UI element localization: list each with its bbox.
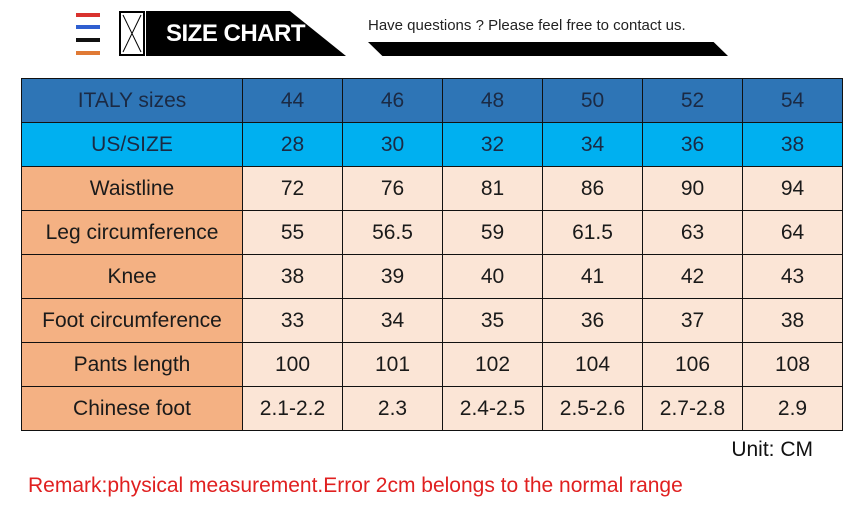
- table-cell: 61.5: [542, 210, 643, 255]
- table-cell: 52: [642, 78, 743, 123]
- row-label: Pants length: [21, 342, 243, 387]
- row-label: Leg circumference: [21, 210, 243, 255]
- table-cell: 106: [642, 342, 743, 387]
- table-cell: 30: [342, 122, 443, 167]
- table-cell: 108: [742, 342, 843, 387]
- table-cell: 48: [442, 78, 543, 123]
- cross-box-icon: [119, 11, 145, 56]
- flag-stripe-blue: [76, 25, 100, 29]
- row-label: Foot circumference: [21, 298, 243, 343]
- table-row: Leg circumference 55 56.5 59 61.5 63 64: [21, 210, 843, 255]
- table-cell: 2.7-2.8: [642, 386, 743, 431]
- row-label: US/SIZE: [21, 122, 243, 167]
- table-cell: 32: [442, 122, 543, 167]
- table-cell: 42: [642, 254, 743, 299]
- row-label: Chinese foot: [21, 386, 243, 431]
- flag-stripe-orange: [76, 51, 100, 55]
- table-cell: 102: [442, 342, 543, 387]
- table-cell: 104: [542, 342, 643, 387]
- table-row: Pants length 100 101 102 104 106 108: [21, 342, 843, 387]
- table-cell: 54: [742, 78, 843, 123]
- table-cell: 40: [442, 254, 543, 299]
- table-cell: 36: [642, 122, 743, 167]
- table-cell: 64: [742, 210, 843, 255]
- table-cell: 46: [342, 78, 443, 123]
- table-cell: 39: [342, 254, 443, 299]
- table-cell: 43: [742, 254, 843, 299]
- table-cell: 90: [642, 166, 743, 211]
- table-row: Chinese foot 2.1-2.2 2.3 2.4-2.5 2.5-2.6 2.7-…: [21, 386, 843, 431]
- row-label: Waistline: [21, 166, 243, 211]
- table-cell: 34: [542, 122, 643, 167]
- table-cell: 35: [442, 298, 543, 343]
- table-row: Waistline 72 76 81 86 90 94: [21, 166, 843, 211]
- table-cell: 2.5-2.6: [542, 386, 643, 431]
- table-cell: 81: [442, 166, 543, 211]
- table-cell: 86: [542, 166, 643, 211]
- table-cell: 44: [242, 78, 343, 123]
- table-cell: 101: [342, 342, 443, 387]
- row-label: Knee: [21, 254, 243, 299]
- table-cell: 34: [342, 298, 443, 343]
- table-row: Knee 38 39 40 41 42 43: [21, 254, 843, 299]
- remark-text: Remark:physical measurement.Error 2cm be…: [28, 474, 683, 497]
- table-cell: 2.4-2.5: [442, 386, 543, 431]
- table-row: US/SIZE 28 30 32 34 36 38: [21, 122, 843, 167]
- table-cell: 38: [742, 122, 843, 167]
- table-cell: 37: [642, 298, 743, 343]
- table-cell: 2.1-2.2: [242, 386, 343, 431]
- table-cell: 63: [642, 210, 743, 255]
- table-cell: 33: [242, 298, 343, 343]
- unit-label: Unit: CM: [731, 438, 813, 461]
- table-cell: 2.3: [342, 386, 443, 431]
- contact-text: Have questions ? Please feel free to con…: [368, 17, 686, 34]
- table-cell: 2.9: [742, 386, 843, 431]
- table-cell: 28: [242, 122, 343, 167]
- decorative-bar: [368, 42, 728, 56]
- table-cell: 59: [442, 210, 543, 255]
- table-cell: 94: [742, 166, 843, 211]
- flag-stripe-black: [76, 38, 100, 42]
- table-row: ITALY sizes 44 46 48 50 52 54: [21, 78, 843, 123]
- size-chart-title: SIZE CHART: [146, 11, 346, 56]
- table-cell: 56.5: [342, 210, 443, 255]
- flag-stripe-red: [76, 13, 100, 17]
- table-cell: 100: [242, 342, 343, 387]
- table-cell: 50: [542, 78, 643, 123]
- table-cell: 41: [542, 254, 643, 299]
- size-table: ITALY sizes 44 46 48 50 52 54 US/SIZE 28 30 32 34 36…: [21, 78, 843, 431]
- table-cell: 38: [742, 298, 843, 343]
- table-cell: 36: [542, 298, 643, 343]
- table-cell: 38: [242, 254, 343, 299]
- table-cell: 55: [242, 210, 343, 255]
- row-label: ITALY sizes: [21, 78, 243, 123]
- table-cell: 72: [242, 166, 343, 211]
- table-cell: 76: [342, 166, 443, 211]
- table-row: Foot circumference 33 34 35 36 37 38: [21, 298, 843, 343]
